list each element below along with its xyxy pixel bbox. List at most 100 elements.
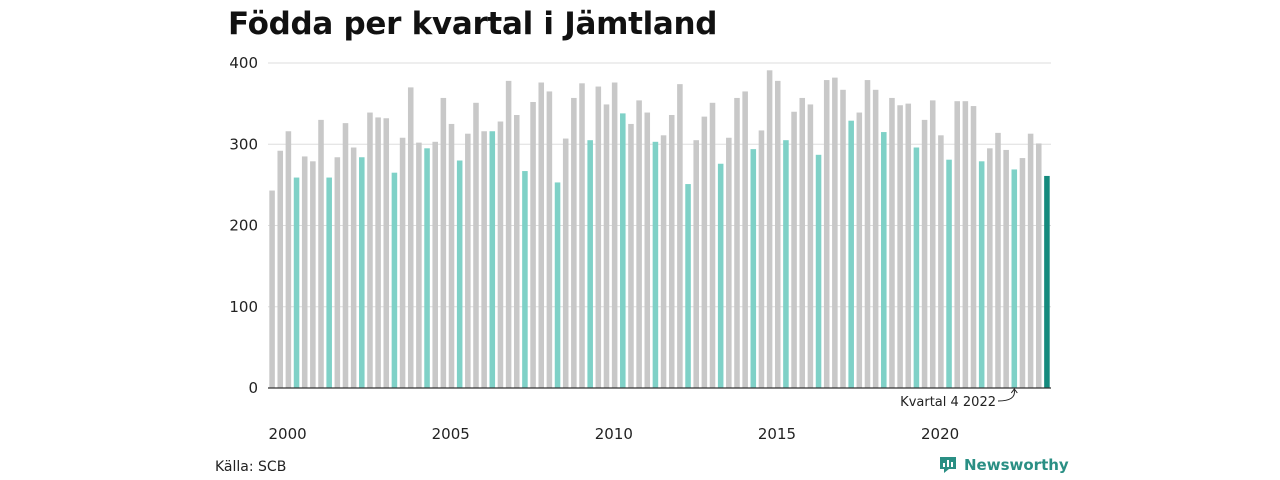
y-tick-label: 0 [248,379,258,397]
bar [774,80,781,389]
bar [913,147,920,388]
y-tick-label: 400 [229,54,258,72]
bar [693,140,699,388]
x-tick-label: 2015 [758,425,796,443]
bars [269,70,1050,389]
bar [717,163,724,388]
bar [399,137,406,388]
axes: 0 100 200 300 400 2000 2005 2010 2015 2020 [229,54,1051,443]
bar [497,121,504,388]
newsworthy-logo-icon [940,457,956,473]
bar [962,101,969,388]
annotation-arrow [997,389,1015,402]
bar [677,84,683,389]
bar [938,135,944,388]
bar [326,177,332,388]
bar [685,184,691,388]
bar [432,141,438,388]
bar [505,80,512,389]
bar [644,112,651,388]
annotation-label: Kvartal 4 2022 [900,395,996,410]
bar [424,148,430,388]
bar [538,82,545,388]
bar [334,157,341,388]
bar [823,80,830,388]
bar [791,111,797,388]
bar [832,77,838,389]
bar [277,150,284,388]
bar [1035,143,1042,388]
bar [726,137,732,388]
bar [416,142,422,389]
bar [848,120,854,388]
bar [889,97,895,388]
bar [318,119,324,389]
bar [750,149,757,389]
y-tick-label: 200 [229,217,258,235]
bar [709,102,716,388]
bar [856,112,863,388]
bar [905,103,912,389]
bar [269,190,275,388]
bar [546,91,553,388]
bar [473,102,479,388]
bar [921,119,928,389]
bar [954,101,960,388]
bar [350,147,357,388]
bar [554,182,561,388]
bar [970,106,977,388]
bar [342,123,349,389]
bar [587,140,593,388]
bar [530,102,536,388]
bar [668,115,675,388]
x-tick-label: 2020 [921,425,959,443]
brand-logo: Newsworthy [938,455,1069,475]
bar [628,123,634,388]
bar [1011,169,1018,388]
bar [660,135,667,388]
bar [864,80,871,388]
bar [310,161,316,388]
bar [799,97,806,388]
source-note: Källa: SCB [215,459,287,475]
bar [1044,175,1050,388]
bar [840,89,846,388]
bar [987,148,993,388]
gridlines [268,62,1051,308]
bar [815,154,822,388]
bar [620,113,626,389]
annotation-arrowhead [1010,388,1018,394]
bar [481,131,487,388]
bar [701,116,708,389]
y-tick-label: 300 [229,135,258,153]
y-tick-label: 100 [229,298,258,316]
bar [301,156,308,388]
x-tick-label: 2000 [269,425,307,443]
chart-title: Födda per kvartal i Jämtland [228,6,718,42]
bar [636,100,642,389]
bar [391,172,398,388]
bar [359,157,365,388]
bar [489,131,496,388]
bar [595,86,602,388]
bar [375,117,381,388]
bar [603,104,610,388]
bar [1003,149,1009,388]
bar [783,140,789,388]
bar [407,87,414,389]
bar [881,132,887,388]
bar [562,138,569,388]
bar [1019,158,1026,388]
bar [766,70,773,388]
brand-name: Newsworthy [964,456,1069,474]
bar [383,118,390,388]
x-tick-label: 2010 [595,425,633,443]
bar [448,123,455,388]
bar [978,161,985,388]
bar [734,97,740,388]
bar [742,91,748,388]
bar [285,131,292,388]
bar [465,133,471,388]
bar [995,132,1001,389]
bar [571,97,577,388]
